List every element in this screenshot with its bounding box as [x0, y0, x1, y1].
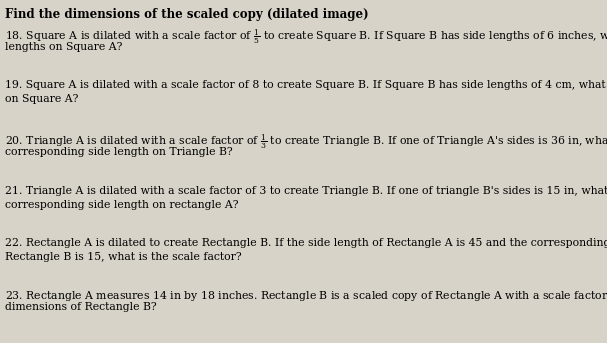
Text: 23. Rectangle A measures 14 in by 18 inches. Rectangle B is a scaled copy of Rec: 23. Rectangle A measures 14 in by 18 inc… — [5, 288, 607, 307]
Text: 20. Triangle A is dilated with a scale factor of $\frac{1}{3}$ to create Triangl: 20. Triangle A is dilated with a scale f… — [5, 133, 607, 152]
Text: dimensions of Rectangle B?: dimensions of Rectangle B? — [5, 302, 157, 312]
Text: corresponding side length on rectangle A?: corresponding side length on rectangle A… — [5, 200, 239, 210]
Text: on Square A?: on Square A? — [5, 94, 78, 104]
Text: lengths on Square A?: lengths on Square A? — [5, 42, 123, 52]
Text: Find the dimensions of the scaled copy (dilated image): Find the dimensions of the scaled copy (… — [5, 8, 368, 21]
Text: 19. Square A is dilated with a scale factor of 8 to create Square B. If Square B: 19. Square A is dilated with a scale fac… — [5, 80, 607, 90]
Text: 21. Triangle A is dilated with a scale factor of 3 to create Triangle B. If one : 21. Triangle A is dilated with a scale f… — [5, 186, 607, 196]
Text: Rectangle B is 15, what is the scale factor?: Rectangle B is 15, what is the scale fac… — [5, 252, 242, 262]
Text: 22. Rectangle A is dilated to create Rectangle B. If the side length of Rectangl: 22. Rectangle A is dilated to create Rec… — [5, 238, 607, 248]
Text: 18. Square A is dilated with a scale factor of $\frac{1}{5}$ to create Square B.: 18. Square A is dilated with a scale fac… — [5, 28, 607, 47]
Text: corresponding side length on Triangle B?: corresponding side length on Triangle B? — [5, 147, 232, 157]
